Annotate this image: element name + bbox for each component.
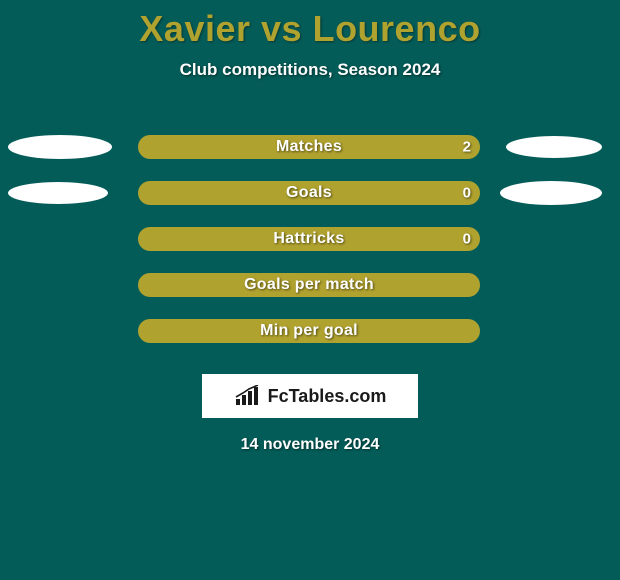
stat-rows: Matches2Goals0Hattricks0Goals per matchM… — [0, 124, 620, 354]
page-title: Xavier vs Lourenco — [0, 0, 620, 50]
stat-bar: Matches2 — [138, 135, 480, 159]
subtitle: Club competitions, Season 2024 — [0, 60, 620, 80]
right-value-ellipse — [506, 136, 602, 158]
stat-label: Matches — [139, 138, 479, 156]
left-value-ellipse — [8, 135, 112, 159]
comparison-widget: Xavier vs Lourenco Club competitions, Se… — [0, 0, 620, 580]
stat-right-value: 0 — [463, 185, 471, 202]
left-value-ellipse — [8, 182, 108, 204]
stat-bar: Hattricks0 — [138, 227, 480, 251]
stat-row: Goals per match — [0, 262, 620, 308]
date-line: 14 november 2024 — [0, 436, 620, 454]
player-b-name: Lourenco — [313, 8, 481, 49]
stat-label: Goals — [139, 184, 479, 202]
bar-chart-icon — [234, 385, 262, 407]
brand-box[interactable]: FcTables.com — [202, 374, 418, 418]
brand-text: FcTables.com — [268, 386, 387, 407]
player-a-name: Xavier — [139, 8, 250, 49]
stat-row: Min per goal — [0, 308, 620, 354]
stat-row: Goals0 — [0, 170, 620, 216]
right-value-ellipse — [500, 181, 602, 205]
vs-separator: vs — [261, 8, 302, 49]
stat-row: Hattricks0 — [0, 216, 620, 262]
stat-right-value: 2 — [463, 139, 471, 156]
stat-label: Goals per match — [139, 276, 479, 294]
stat-label: Min per goal — [139, 322, 479, 340]
stat-bar: Min per goal — [138, 319, 480, 343]
stat-bar: Goals0 — [138, 181, 480, 205]
stat-row: Matches2 — [0, 124, 620, 170]
stat-bar: Goals per match — [138, 273, 480, 297]
stat-right-value: 0 — [463, 231, 471, 248]
stat-label: Hattricks — [139, 230, 479, 248]
